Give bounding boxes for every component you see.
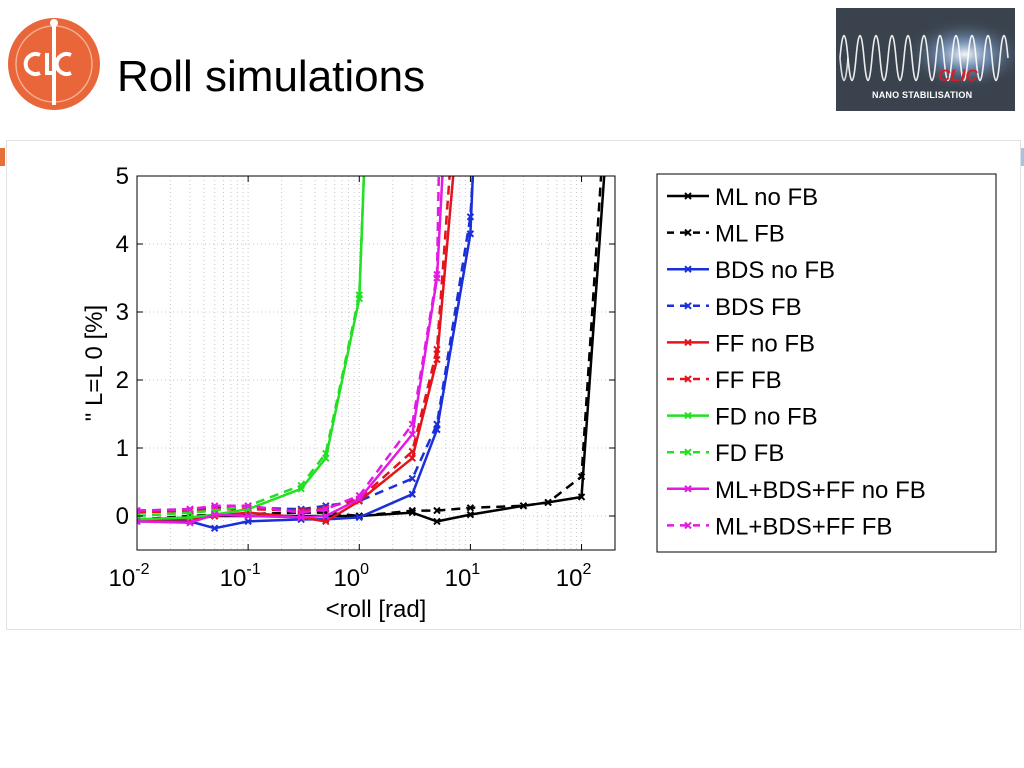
data-point — [297, 508, 305, 517]
legend-marker — [684, 448, 692, 456]
legend-marker — [684, 192, 692, 200]
data-point — [322, 505, 330, 513]
nano-stabilisation-banner — [836, 8, 1015, 111]
x-axis-label: <roll [rad] — [326, 596, 427, 623]
data-point — [466, 213, 475, 221]
legend: ML no FB ML FB BDS no FB BDS FB FF no FB FF F… — [656, 173, 997, 553]
legend-label: FD FB — [715, 440, 784, 467]
series-line — [137, 175, 475, 530]
series-line — [137, 175, 451, 514]
series-line — [137, 175, 366, 518]
data-point — [433, 345, 441, 354]
data-point — [137, 512, 141, 520]
legend-box — [656, 173, 997, 553]
data-point — [433, 517, 441, 526]
legend-label: FF FB — [715, 367, 782, 394]
data-point — [210, 524, 219, 532]
x-tick-label: 10-2 — [109, 561, 150, 592]
series-line — [137, 175, 606, 523]
legend-label: ML+BDS+FF no FB — [715, 477, 926, 504]
y-tick-label: 0 — [116, 503, 129, 530]
data-point — [519, 502, 528, 510]
x-tick-label: 10-1 — [220, 561, 261, 592]
legend-label: BDS no FB — [715, 257, 835, 284]
legend-marker — [684, 228, 692, 237]
data-point — [186, 519, 194, 527]
y-tick-label: 1 — [116, 435, 129, 462]
data-point — [466, 504, 475, 512]
data-point — [466, 510, 475, 519]
series-lines — [137, 175, 606, 532]
data-point — [408, 447, 417, 456]
data-point — [244, 502, 252, 510]
clic-logo — [8, 18, 100, 110]
data-point — [137, 506, 141, 515]
y-tick-label: 2 — [116, 367, 129, 394]
y-tick-label: 3 — [116, 299, 129, 326]
data-point — [408, 430, 417, 439]
data-point — [408, 490, 417, 498]
data-point — [210, 510, 219, 519]
banner-clic-label: CLIC — [938, 66, 978, 85]
data-point — [355, 491, 363, 500]
series-line — [137, 175, 475, 512]
legend-marker — [684, 375, 692, 383]
data-point — [433, 506, 441, 515]
legend-label: ML+BDS+FF FB — [715, 513, 892, 540]
slide-title: Roll simulations — [117, 52, 426, 101]
legend-marker — [684, 302, 692, 310]
y-tick-label: 4 — [116, 231, 129, 258]
legend-label: BDS FB — [715, 294, 802, 321]
data-point — [322, 512, 330, 520]
data-point — [408, 420, 417, 428]
data-point — [577, 493, 586, 501]
banner-subtitle: NANO STABILISATION — [872, 90, 973, 100]
data-point — [544, 498, 552, 507]
series-line — [137, 175, 366, 521]
legend-label: FD no FB — [715, 404, 818, 431]
x-tick-label: 102 — [556, 561, 592, 592]
data-point — [244, 517, 252, 526]
series-line — [137, 175, 455, 523]
series-line — [137, 175, 603, 521]
legend-label: ML no FB — [715, 184, 818, 211]
y-axis-label: " L=L 0 [%] — [81, 305, 108, 421]
data-point — [322, 449, 330, 458]
x-tick-label: 100 — [333, 561, 369, 592]
legend-marker — [684, 338, 692, 347]
data-point — [355, 291, 363, 299]
data-point — [244, 512, 252, 520]
data-point — [355, 513, 363, 522]
x-tick-label: 101 — [445, 561, 481, 592]
legend-marker — [684, 485, 692, 493]
data-point — [408, 474, 417, 483]
data-point — [137, 517, 141, 526]
data-point — [186, 505, 194, 513]
plot-area — [136, 175, 616, 551]
data-point — [322, 517, 330, 526]
series-line — [137, 175, 441, 514]
legend-label: FF no FB — [715, 330, 815, 357]
wave-graphic — [836, 8, 1015, 111]
data-point — [433, 420, 441, 428]
data-point — [408, 506, 417, 515]
legend-marker — [684, 265, 692, 273]
left-accent-bar — [0, 148, 5, 166]
y-tick-label: 5 — [116, 163, 129, 190]
data-point — [210, 502, 219, 510]
legend-marker — [684, 411, 692, 420]
legend-marker — [684, 521, 692, 530]
data-point — [433, 270, 441, 279]
data-point — [297, 481, 305, 490]
data-point — [408, 454, 417, 462]
axis-ticks: 10-2 10-1 100 101 102 0 1 2 3 4 5 — [109, 163, 615, 592]
data-point — [577, 472, 586, 481]
legend-label: ML FB — [715, 221, 785, 248]
right-accent-bar — [1019, 148, 1024, 166]
